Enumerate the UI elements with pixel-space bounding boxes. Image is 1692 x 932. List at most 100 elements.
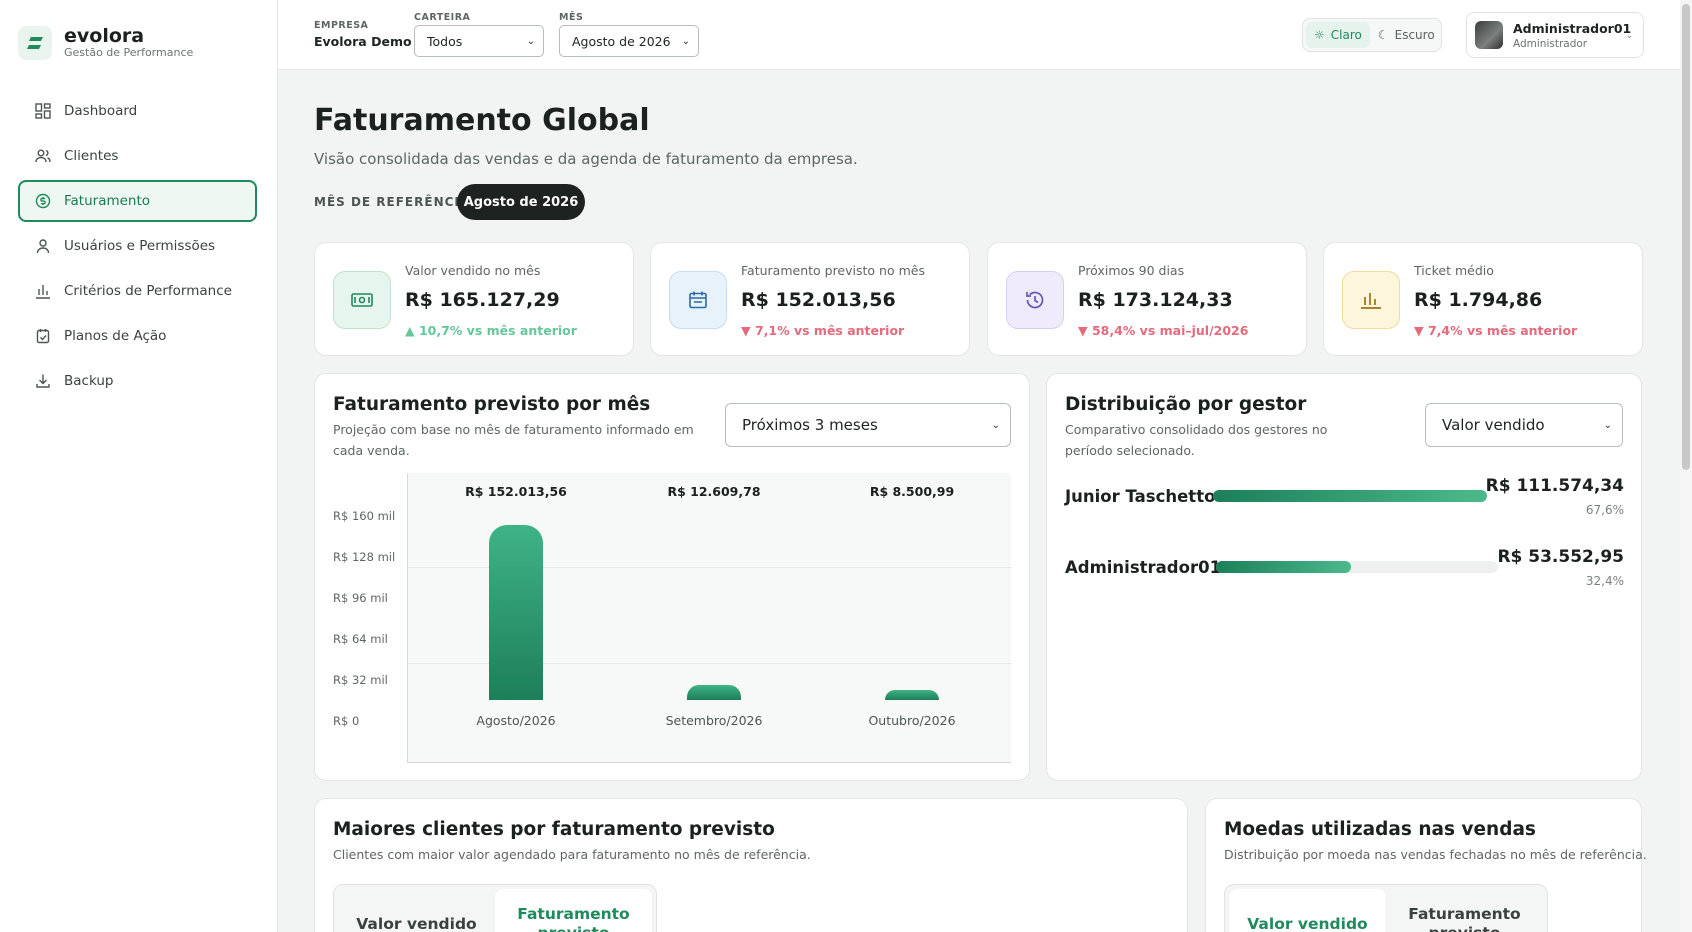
gridline	[408, 663, 1012, 664]
top-clients-title: Maiores clientes por faturamento previst…	[333, 819, 775, 840]
kpi-value: R$ 152.013,56	[741, 289, 896, 311]
sidebar-item-label: Dashboard	[64, 103, 138, 119]
kpi-value: R$ 173.124,33	[1078, 289, 1233, 311]
kpi-value: R$ 1.794,86	[1414, 289, 1543, 311]
scrollbar-thumb[interactable]	[1682, 4, 1690, 470]
chevron-down-icon: ⌄	[991, 419, 1000, 431]
avatar	[1475, 21, 1503, 49]
theme-dark-button[interactable]: ☾ Escuro	[1370, 22, 1443, 48]
chart-bar[interactable]	[687, 685, 741, 700]
topbar: EMPRESA Evolora Demo CARTEIRA Todos ⌄ MÊ…	[278, 0, 1692, 70]
reference-month-label: MÊS DE REFERÊNCIA	[314, 195, 471, 209]
sidebar-nav: Dashboard Clientes Faturamento Usuários …	[18, 90, 257, 405]
kpi-card-sold: Valor vendido no mês R$ 165.127,29 ▲ 10,…	[314, 242, 634, 356]
x-tick-label: Agosto/2026	[476, 713, 556, 728]
x-tick-label: Setembro/2026	[665, 713, 763, 728]
brand-logo-icon	[18, 26, 52, 60]
page-subtitle: Visão consolidada das vendas e da agenda…	[314, 150, 858, 168]
y-tick-label: R$ 160 mil	[333, 509, 396, 523]
chart-plot-area	[407, 473, 1012, 763]
bar-data-label: R$ 12.609,78	[667, 484, 761, 499]
gestor-metric-value: Valor vendido	[1442, 416, 1545, 434]
sidebar-item-dashboard[interactable]: Dashboard	[18, 90, 257, 132]
theme-light-button[interactable]: ☼ Claro	[1306, 22, 1370, 48]
kpi-label: Faturamento previsto no mês	[741, 263, 925, 278]
y-tick-label: R$ 0	[333, 714, 360, 728]
sidebar-item-faturamento[interactable]: Faturamento	[18, 180, 257, 222]
brand-name: evolora	[64, 25, 145, 47]
theme-toggle: ☼ Claro ☾ Escuro	[1302, 18, 1442, 52]
kpi-card-forecast: Faturamento previsto no mês R$ 152.013,5…	[650, 242, 970, 356]
gestor-bar-fill	[1213, 490, 1487, 502]
tab-faturamento-previsto[interactable]: Faturamento previsto	[1408, 905, 1521, 932]
tab-valor-vendido[interactable]: Valor vendido	[356, 914, 477, 932]
bar-chart-icon	[34, 282, 52, 300]
clipboard-check-icon	[34, 327, 52, 345]
page-title: Faturamento Global	[314, 103, 650, 138]
gestor-card-subtitle: Comparativo consolidado dos gestores no …	[1065, 422, 1328, 458]
page-scrollbar[interactable]	[1680, 0, 1692, 932]
wallet-filter: CARTEIRA Todos ⌄	[414, 12, 544, 57]
sidebar-item-label: Backup	[64, 373, 114, 389]
chevron-down-icon: ⌄	[1625, 31, 1633, 41]
sidebar-item-backup[interactable]: Backup	[18, 360, 257, 402]
gestor-name: Junior Taschetto	[1065, 487, 1216, 506]
month-label: MÊS	[559, 12, 584, 23]
kpi-card-ticket: Ticket médio R$ 1.794,86 ▼ 7,4% vs mês a…	[1323, 242, 1643, 356]
gestor-percent: 67,6%	[1585, 503, 1624, 517]
dashboard-icon	[34, 102, 52, 120]
kpi-delta: ▼ 7,1% vs mês anterior	[741, 323, 905, 338]
company-name: Evolora Demo	[314, 34, 412, 49]
currency-card-subtitle: Distribuição por moeda nas vendas fechad…	[1224, 847, 1647, 862]
sidebar-item-planos[interactable]: Planos de Ação	[18, 315, 257, 357]
download-icon	[34, 372, 52, 390]
kpi-delta: ▼ 7,4% vs mês anterior	[1414, 323, 1578, 338]
x-tick-label: Outubro/2026	[868, 713, 956, 728]
kpi-label: Próximos 90 dias	[1078, 263, 1185, 278]
user-menu[interactable]: Administrador01 Administrador ⌄	[1466, 12, 1644, 58]
tab-valor-vendido[interactable]: Valor vendido	[1229, 889, 1386, 932]
currency-card-title: Moedas utilizadas nas vendas	[1224, 819, 1536, 840]
y-tick-label: R$ 96 mil	[333, 591, 388, 605]
chevron-down-icon: ⌄	[526, 35, 535, 47]
gestor-value: R$ 53.552,95	[1497, 547, 1624, 567]
company-info: EMPRESA Evolora Demo	[314, 20, 412, 49]
gestor-bar-fill	[1216, 561, 1352, 573]
sidebar-item-clientes[interactable]: Clientes	[18, 135, 257, 177]
chevron-down-icon: ⌄	[1603, 419, 1612, 431]
sidebar-item-label: Usuários e Permissões	[64, 238, 216, 254]
moon-icon: ☾	[1377, 28, 1389, 42]
kpi-value: R$ 165.127,29	[405, 289, 560, 311]
month-filter: MÊS Agosto de 2026 ⌄	[559, 12, 699, 57]
gestor-metric-select[interactable]: Valor vendido ⌄	[1425, 403, 1623, 447]
gestor-bar-track	[1213, 490, 1487, 502]
user-name: Administrador01	[1513, 20, 1632, 36]
reference-month-badge: Agosto de 2026	[457, 184, 585, 220]
tab-faturamento-previsto[interactable]: Faturamento previsto	[495, 889, 652, 932]
forecast-chart-subtitle: Projeção com base no mês de faturamento …	[333, 422, 694, 458]
sidebar-item-criterios[interactable]: Critérios de Performance	[18, 270, 257, 312]
sidebar-item-label: Clientes	[64, 148, 119, 164]
gridline	[408, 567, 1012, 568]
brand[interactable]: evolora Gestão de Performance	[18, 26, 193, 60]
gestor-value: R$ 111.574,34	[1485, 476, 1624, 496]
sun-icon: ☼	[1314, 28, 1325, 42]
theme-dark-label: Escuro	[1394, 28, 1435, 42]
calendar-icon	[669, 271, 727, 329]
kpi-delta: ▲ 10,7% vs mês anterior	[405, 323, 577, 338]
user-icon	[34, 237, 52, 255]
history-icon	[1006, 271, 1064, 329]
chart-bar[interactable]	[885, 690, 939, 700]
sidebar-item-label: Faturamento	[64, 193, 151, 209]
chart-bar[interactable]	[489, 525, 543, 700]
dollar-icon	[34, 192, 52, 210]
wallet-select[interactable]: Todos ⌄	[414, 25, 544, 57]
y-tick-label: R$ 64 mil	[333, 632, 388, 646]
month-select[interactable]: Agosto de 2026 ⌄	[559, 25, 699, 57]
kpi-delta: ▼ 58,4% vs mai–jul/2026	[1078, 323, 1249, 338]
sidebar-item-usuarios[interactable]: Usuários e Permissões	[18, 225, 257, 267]
kpi-label: Ticket médio	[1414, 263, 1494, 278]
forecast-range-select[interactable]: Próximos 3 meses ⌄	[725, 403, 1011, 447]
forecast-chart-title: Faturamento previsto por mês	[333, 394, 651, 415]
currency-tabs: Valor vendido Faturamento previsto	[1224, 884, 1548, 932]
